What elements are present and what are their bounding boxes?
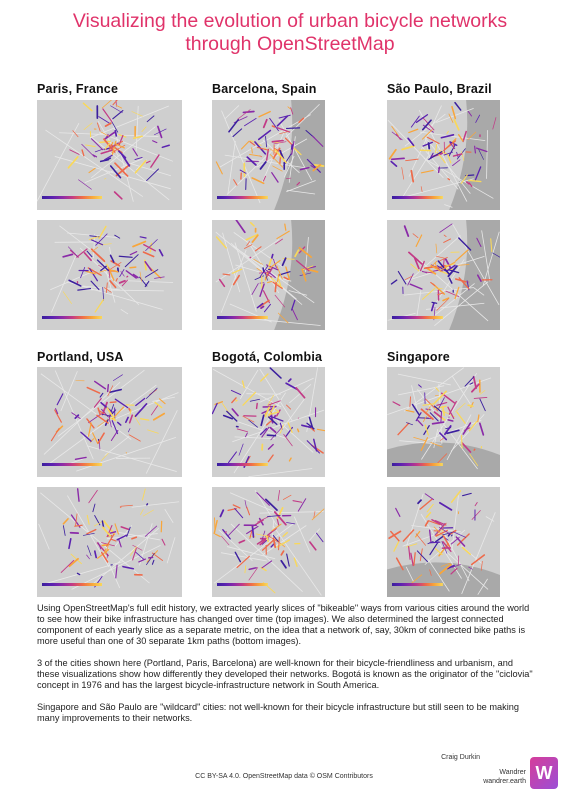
brand: Wandrer wandrer.earth: [483, 768, 526, 786]
city-label: Paris, France: [37, 82, 119, 96]
map-image: [387, 100, 500, 210]
map-image: [387, 220, 500, 330]
brand-name: Wandrer: [499, 769, 526, 776]
title: Visualizing the evolution of urban bicyc…: [72, 10, 508, 55]
map-image: [37, 367, 182, 477]
map-image: [387, 487, 500, 597]
paragraph: Using OpenStreetMap's full edit history,…: [37, 603, 530, 646]
description: Using OpenStreetMap's full edit history,…: [37, 603, 537, 735]
license: CC BY-SA 4.0. OpenStreetMap data © OSM C…: [195, 773, 373, 780]
map-image: [387, 367, 500, 477]
city-label: Portland, USA: [37, 350, 124, 364]
map-image: [37, 220, 182, 330]
map-image: [212, 220, 325, 330]
map-image: [37, 100, 182, 210]
map-image: [212, 367, 325, 477]
map-image: [37, 487, 182, 597]
paragraph: Singapore and São Paulo are "wildcard" c…: [37, 702, 519, 723]
city-label: Bogotá, Colombia: [212, 350, 323, 364]
city-label: Barcelona, Spain: [212, 82, 317, 96]
map-image: [212, 487, 325, 597]
city-label: Singapore: [387, 350, 450, 364]
city-label: São Paulo, Brazil: [387, 82, 492, 96]
logo[interactable]: W: [530, 757, 558, 789]
author: Craig Durkin: [441, 754, 480, 761]
map-image: [212, 100, 325, 210]
brand-url: wandrer.earth: [483, 778, 526, 785]
paragraph: 3 of the cities shown here (Portland, Pa…: [37, 658, 533, 690]
